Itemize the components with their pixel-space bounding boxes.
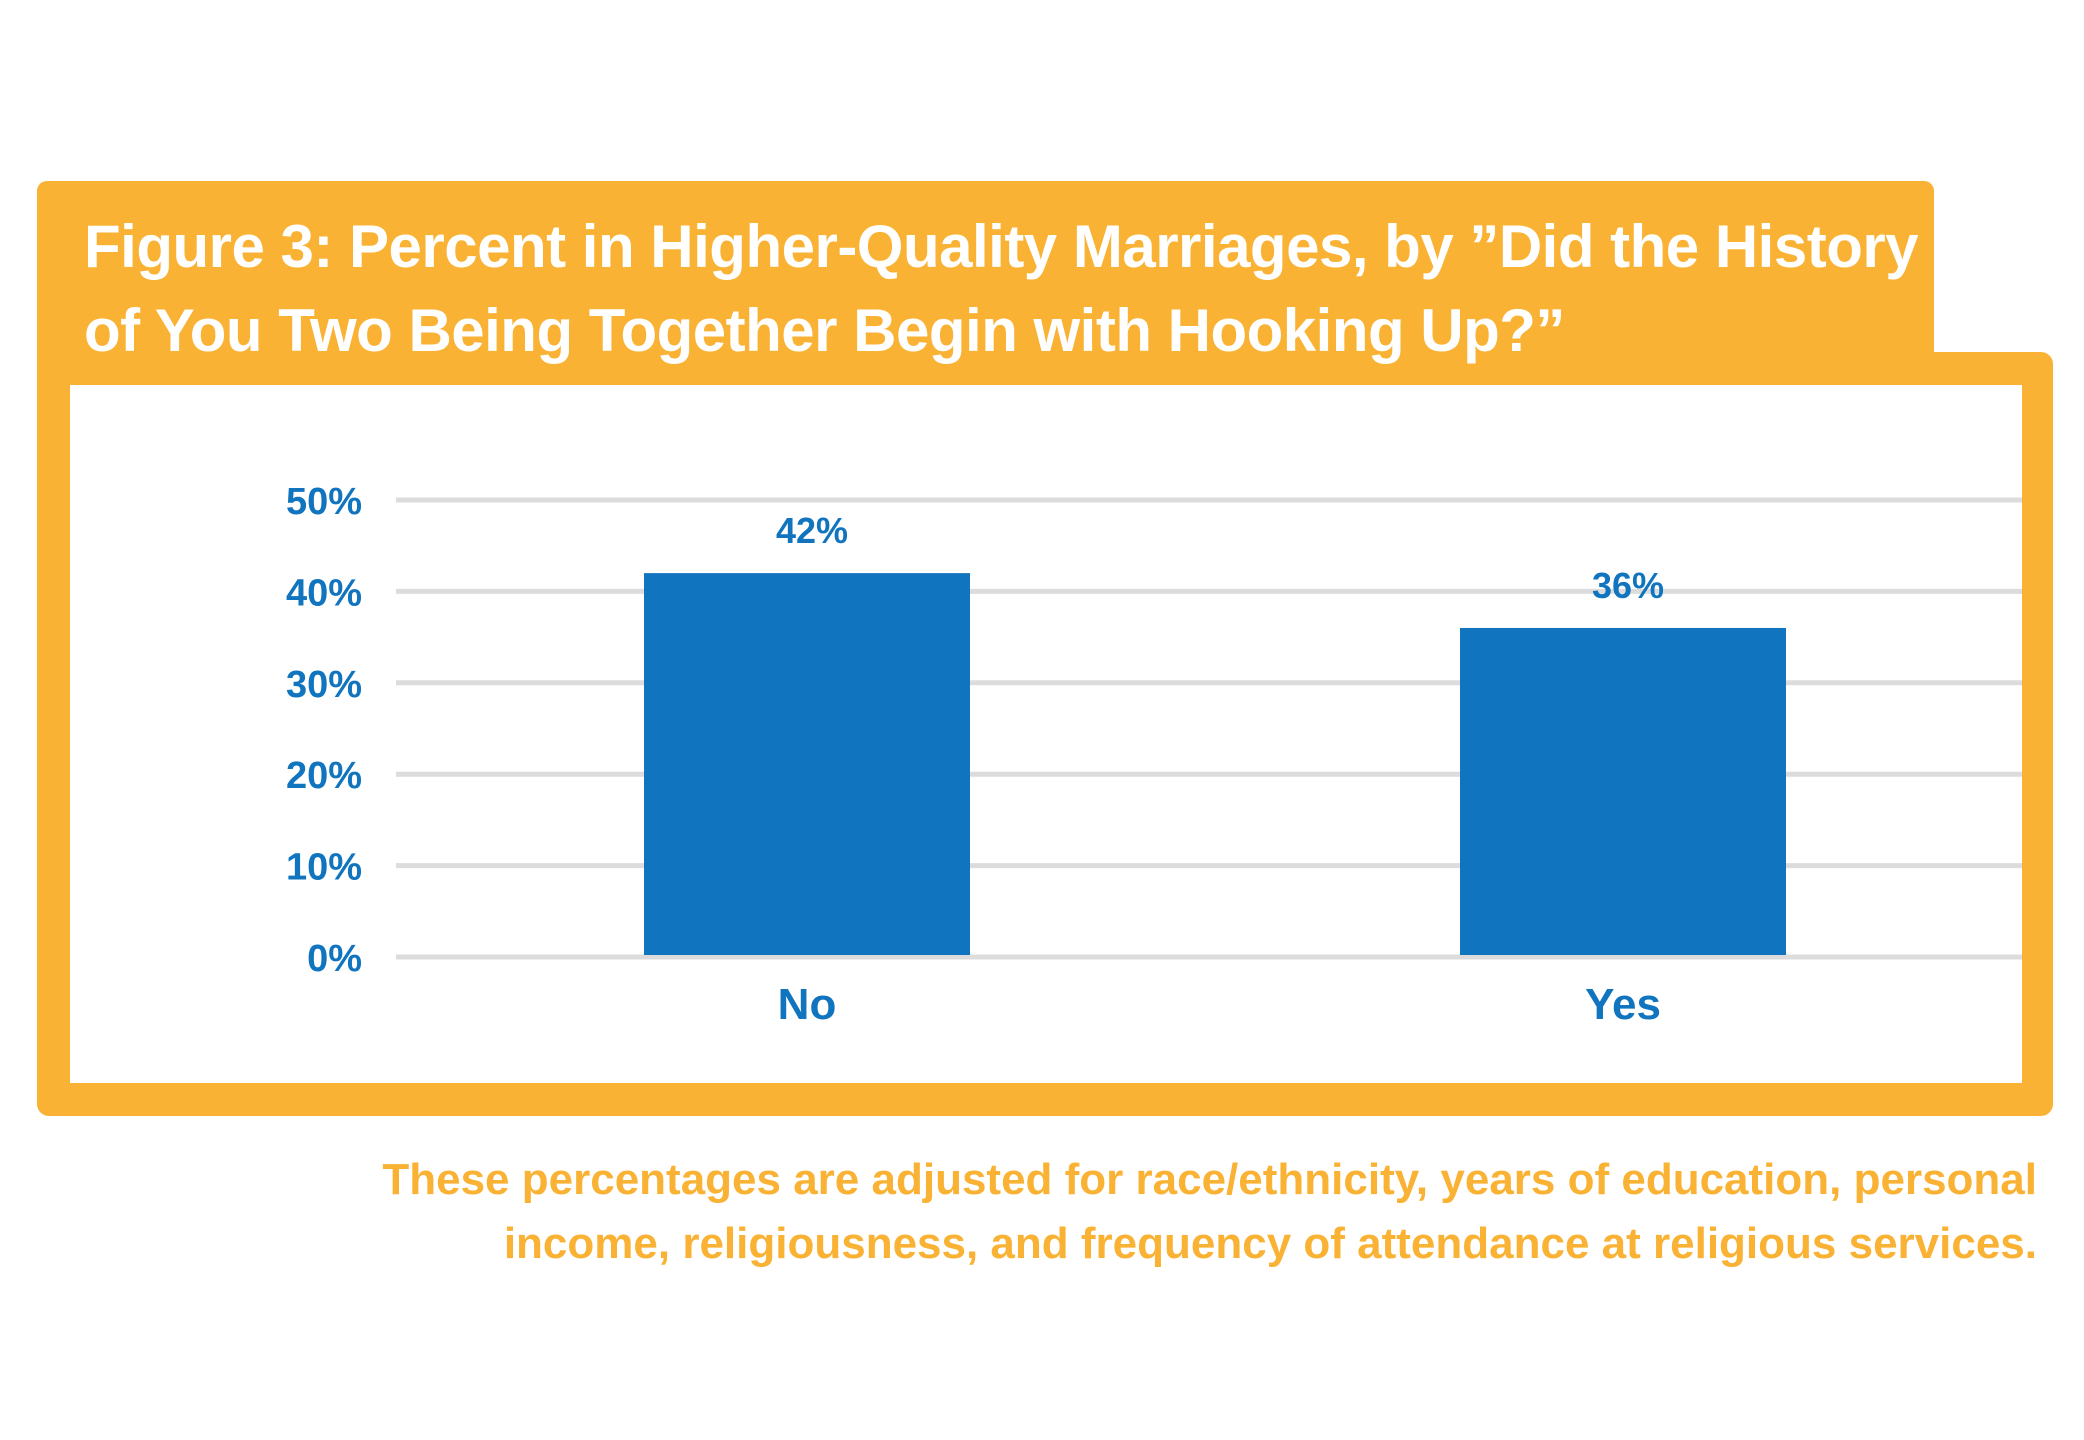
y-tick-label: 40%	[286, 572, 362, 614]
y-tick-label: 0%	[307, 938, 362, 980]
data-label: 36%	[1592, 565, 1664, 606]
y-tick-label: 50%	[286, 481, 362, 523]
x-tick-label: No	[778, 980, 837, 1029]
bar-no	[644, 573, 970, 955]
bar-yes	[1460, 627, 1786, 955]
data-label: 42%	[776, 510, 848, 551]
x-tick-label: Yes	[1585, 980, 1661, 1029]
y-tick-label: 20%	[286, 755, 362, 797]
y-tick-label: 10%	[286, 847, 362, 889]
footnote: These percentages are adjusted for race/…	[382, 1155, 2037, 1268]
y-tick-label: 30%	[286, 664, 362, 706]
chart-title: Figure 3: Percent in Higher-Quality Marr…	[84, 213, 1919, 364]
